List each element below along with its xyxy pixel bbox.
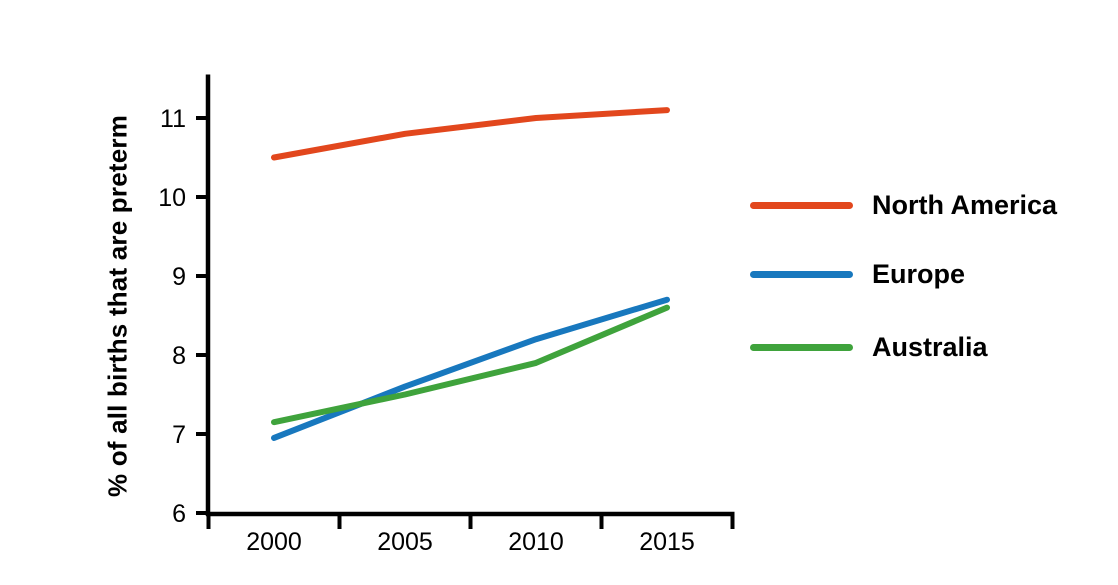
y-tick-label: 11 [160,105,186,133]
legend-swatch-north-america [750,201,853,209]
legend-item-north-america: North America [750,188,1057,222]
series-line-europe [271,296,670,441]
y-tick-label: 7 [172,421,186,449]
y-tick-label: 10 [158,184,186,212]
y-axis-title: % of all births that are preterm [102,114,133,498]
legend-item-europe: Europe [750,257,965,291]
legend-label-north-america: North America [872,189,1058,220]
series-line-north-america [271,107,670,161]
x-tick-label: 2000 [246,528,302,556]
legend-item-australia: Australia [750,330,988,364]
y-tick-label: 6 [172,500,186,528]
y-tick-label: 8 [172,342,186,370]
legend-label-europe: Europe [872,258,966,289]
legend-swatch-europe [750,270,853,278]
legend-swatch-australia [750,343,853,351]
x-tick-label: 2005 [377,528,433,556]
x-tick-label: 2015 [639,528,695,556]
legend-label-australia: Australia [872,331,988,362]
series-line-australia [271,304,670,426]
y-tick-label: 9 [172,263,186,291]
x-tick-label: 2010 [508,528,564,556]
